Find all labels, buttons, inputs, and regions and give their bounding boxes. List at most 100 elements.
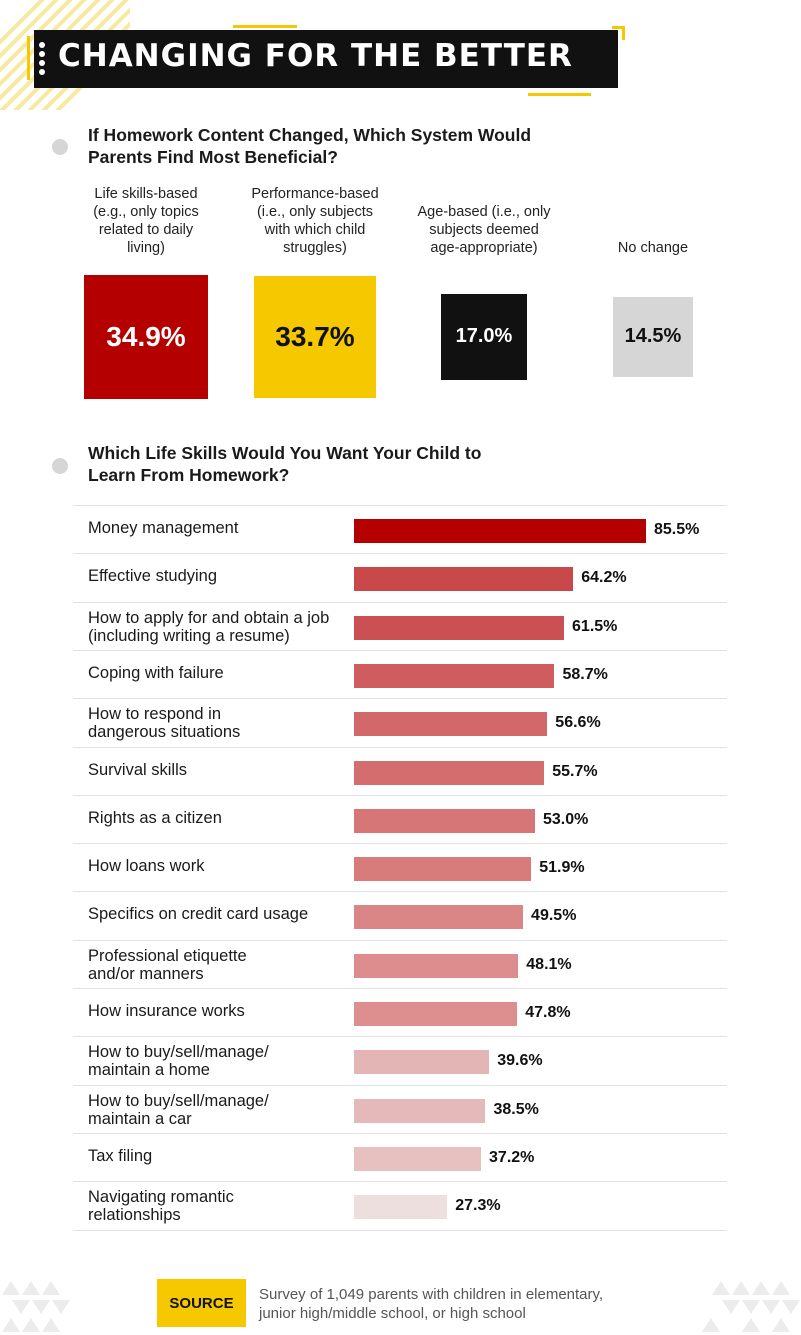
triangle-decoration: [2, 1281, 20, 1295]
category-label-line: relationships: [88, 1206, 181, 1225]
system-category-label: Age-based (i.e., only subjects deemed age-…: [409, 203, 559, 257]
category-label-line: Tax filing: [88, 1146, 153, 1165]
category-label-line: Rights as a citizen: [88, 808, 222, 827]
data-label: 27.3%: [455, 1197, 501, 1215]
category-label: How to buy/sell/manage/maintain a home: [88, 1043, 269, 1079]
section2-question-line: Which Life Skills Would You Want Your Ch…: [88, 443, 482, 463]
chart-row: Money management 85.5%: [73, 505, 727, 553]
category-label-line: (including writing a resume): [88, 626, 290, 645]
triangle-decoration: [712, 1281, 730, 1295]
data-label: 85.5%: [654, 521, 700, 538]
system-category-label-line: living): [127, 240, 165, 256]
system-category-label-line: Life skills-based: [94, 186, 198, 202]
category-label-line: Effective studying: [88, 567, 218, 586]
chart-row: How insurance works 47.8%: [73, 988, 727, 1036]
source-badge: SOURCE: [157, 1279, 246, 1327]
source-text-line: junior high/middle school, or high schoo…: [259, 1305, 526, 1322]
category-label-line: maintain a car: [88, 1109, 192, 1128]
system-value-box: 33.7%: [254, 276, 376, 398]
category-label-line: Money management: [88, 519, 239, 537]
triangle-decoration: [22, 1318, 40, 1332]
category-label: How to apply for and obtain a job (includ…: [88, 609, 329, 645]
section2-question: Which Life Skills Would You Want Your Ch…: [88, 442, 481, 486]
system-category-label-line: Performance-based: [251, 186, 379, 202]
triangle-decoration: [732, 1281, 750, 1295]
triangle-decoration: [22, 1281, 40, 1295]
triangle-decoration: [722, 1300, 740, 1314]
header-bar: [34, 30, 618, 88]
bar: [354, 1098, 486, 1123]
triangle-decoration: [762, 1300, 780, 1314]
bar: [354, 1002, 518, 1026]
chart-row: Coping with failure 58.7%: [73, 649, 727, 698]
system-category-label: No change: [578, 239, 728, 257]
category-label-line: How loans work: [88, 857, 205, 876]
triangle-decoration: [772, 1318, 790, 1332]
system-category-label-line: age-appropriate): [430, 240, 538, 256]
data-label: 61.5%: [572, 617, 618, 635]
chart-row: Tax filing 37.2%: [73, 1132, 727, 1181]
category-label-line: How insurance works: [88, 1002, 245, 1020]
system-category-label-line: related to daily: [98, 222, 194, 238]
data-label: 37.2%: [489, 1148, 535, 1166]
category-label-line: maintain a home: [88, 1061, 210, 1080]
section1-question: If Homework Content Changed, Which Syste…: [88, 124, 531, 168]
category-label-line: How to respond in: [88, 705, 221, 724]
bar: [354, 1050, 490, 1075]
chart-row: How to respond in dangerous situations 56.…: [73, 698, 727, 746]
accent-line-bottom: [528, 93, 591, 96]
data-label: 48.1%: [526, 955, 572, 973]
triangle-decoration: [742, 1318, 760, 1332]
accent-corner-left: [27, 36, 30, 80]
chart-row: Rights as a citizen 53.0%: [73, 794, 727, 843]
system-category-label-line: (e.g., only topics: [93, 204, 199, 220]
data-label: 51.9%: [539, 859, 585, 877]
triangle-decoration: [42, 1281, 60, 1295]
triangle-decoration: [42, 1318, 60, 1332]
bar: [354, 808, 535, 833]
data-label: 53.0%: [543, 810, 589, 828]
category-label-line: How to apply for and obtain a job: [88, 608, 330, 627]
category-label: How to buy/sell/manage/maintain a car: [88, 1092, 269, 1128]
section1-question-line: If Homework Content Changed, Which Syste…: [88, 125, 532, 145]
data-label: 64.2%: [581, 569, 627, 587]
section2-bullet: [52, 458, 68, 474]
bar: [354, 857, 532, 882]
chart-bottom-rule: [73, 1230, 727, 1231]
triangle-decoration: [52, 1300, 70, 1314]
bar: [354, 905, 524, 930]
system-value-label: 17.0%: [455, 325, 513, 348]
bar: [354, 1146, 482, 1171]
accent-corner-top-right-v: [622, 26, 625, 40]
category-label-line: Professional etiquette: [88, 946, 247, 965]
triangle-decoration: [12, 1300, 30, 1314]
bar: [354, 712, 548, 737]
category-label-line: How to buy/sell/manage/: [88, 1091, 269, 1110]
accent-line-top: [233, 25, 297, 28]
triangle-decoration: [752, 1281, 770, 1295]
header-banner: CHANGING FOR THE BETTER: [34, 30, 618, 88]
chart-row: Navigating romantic relationships 27.3%: [73, 1181, 727, 1229]
system-value-box: 34.9%: [84, 275, 208, 399]
category-label: Tax filing: [88, 1147, 152, 1165]
triangle-decoration: [772, 1281, 790, 1295]
source-text-line: Survey of 1,049 parents with children in…: [259, 1286, 604, 1303]
chart-row: How to apply for and obtain a job (includ…: [73, 601, 727, 650]
chart-row: Survival skills 55.7%: [73, 746, 727, 795]
data-label: 38.5%: [493, 1100, 539, 1118]
data-label: 47.8%: [525, 1004, 571, 1021]
system-value-box: 17.0%: [440, 293, 528, 381]
category-label: Professional etiquette and/or manners: [88, 947, 247, 983]
category-label: How insurance works: [88, 1002, 245, 1020]
section1-bullet: [52, 139, 68, 155]
source-text: Survey of 1,049 parents with children in…: [259, 1285, 603, 1323]
category-label: Effective studying: [88, 567, 217, 585]
system-category-label-line: (i.e., only subjects: [256, 204, 374, 220]
triangle-decoration: [32, 1300, 50, 1314]
section1-question-line: Parents Find Most Beneficial?: [88, 147, 338, 167]
chart-row: How to buy/sell/manage/maintain a car 38.…: [73, 1084, 727, 1133]
system-category-label-line: No change: [617, 240, 689, 256]
chart-row: Specifics on credit card usage 49.5%: [73, 891, 727, 939]
data-label: 55.7%: [552, 762, 598, 780]
page-title: CHANGING FOR THE BETTER: [58, 38, 573, 74]
